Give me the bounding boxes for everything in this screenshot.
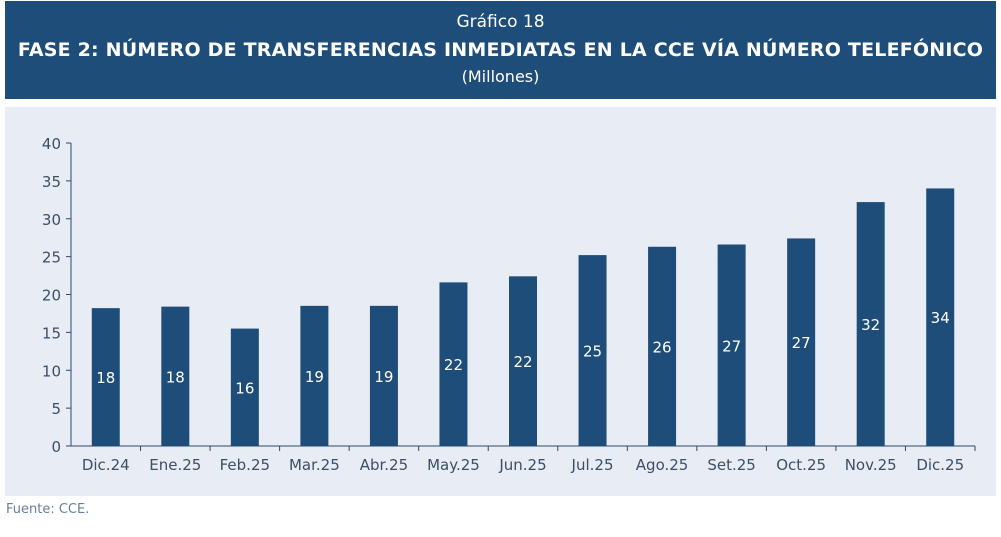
bar-Dic.24 xyxy=(91,308,120,446)
bar-Abr.25 xyxy=(369,305,398,446)
bar-Ago.25 xyxy=(648,246,677,446)
chart-subtitle: (Millones) xyxy=(461,67,540,86)
y-tick-label: 0 xyxy=(51,438,61,456)
bar-data-label: 22 xyxy=(444,356,463,374)
bar-Jul.25 xyxy=(578,255,607,446)
bar-Mar.25 xyxy=(300,305,329,446)
x-tick-label: Jul.25 xyxy=(571,456,614,474)
bar-data-label: 27 xyxy=(792,334,811,352)
bar-data-label: 27 xyxy=(722,337,741,355)
bar-Ene.25 xyxy=(161,306,190,446)
chart-header: Gráfico 18 FASE 2: NÚMERO DE TRANSFERENC… xyxy=(5,1,996,99)
y-tick-label: 20 xyxy=(42,287,61,305)
chart-title: FASE 2: NÚMERO DE TRANSFERENCIAS INMEDIA… xyxy=(17,39,984,61)
y-tick-label: 40 xyxy=(42,135,61,153)
x-tick-label: Set.25 xyxy=(707,456,756,474)
y-tick-label: 35 xyxy=(42,173,61,191)
bar-Nov.25 xyxy=(856,202,885,446)
bar-Jun.25 xyxy=(509,276,537,446)
y-tick-label: 25 xyxy=(42,249,61,267)
chart-kicker: Gráfico 18 xyxy=(456,12,545,32)
bar-Feb.25 xyxy=(230,328,259,446)
y-tick-label: 10 xyxy=(42,362,61,380)
x-tick-label: Feb.25 xyxy=(220,456,270,474)
bar-May.25 xyxy=(439,282,468,446)
x-tick-label: Jun.25 xyxy=(498,456,546,474)
bar-data-label: 34 xyxy=(931,309,950,327)
y-tick-label: 5 xyxy=(51,400,61,418)
bar-data-label: 32 xyxy=(861,316,880,334)
bar-data-label: 18 xyxy=(166,368,185,386)
y-tick-label: 30 xyxy=(42,211,61,229)
bar-data-label: 19 xyxy=(374,368,393,386)
x-tick-label: Dic.25 xyxy=(916,456,964,474)
bar-Dic.25 xyxy=(926,188,955,446)
x-tick-label: Mar.25 xyxy=(289,456,340,474)
x-tick-label: Oct.25 xyxy=(776,456,826,474)
bar-Set.25 xyxy=(717,244,746,446)
bar-data-label: 22 xyxy=(513,353,532,371)
x-tick-label: Ene.25 xyxy=(149,456,201,474)
bar-data-label: 16 xyxy=(235,379,254,397)
bar-data-label: 26 xyxy=(653,338,672,356)
bar-Oct.25 xyxy=(787,238,816,446)
bar-data-label: 18 xyxy=(96,369,115,387)
bar-data-label: 25 xyxy=(583,343,602,361)
x-tick-label: Dic.24 xyxy=(82,456,130,474)
y-tick-label: 15 xyxy=(42,324,61,342)
bar-data-label: 19 xyxy=(305,368,324,386)
x-tick-label: Abr.25 xyxy=(360,456,408,474)
x-tick-label: Nov.25 xyxy=(845,456,897,474)
source-note: Fuente: CCE. xyxy=(6,502,90,517)
x-tick-label: Ago.25 xyxy=(636,456,689,474)
x-tick-label: May.25 xyxy=(427,456,480,474)
